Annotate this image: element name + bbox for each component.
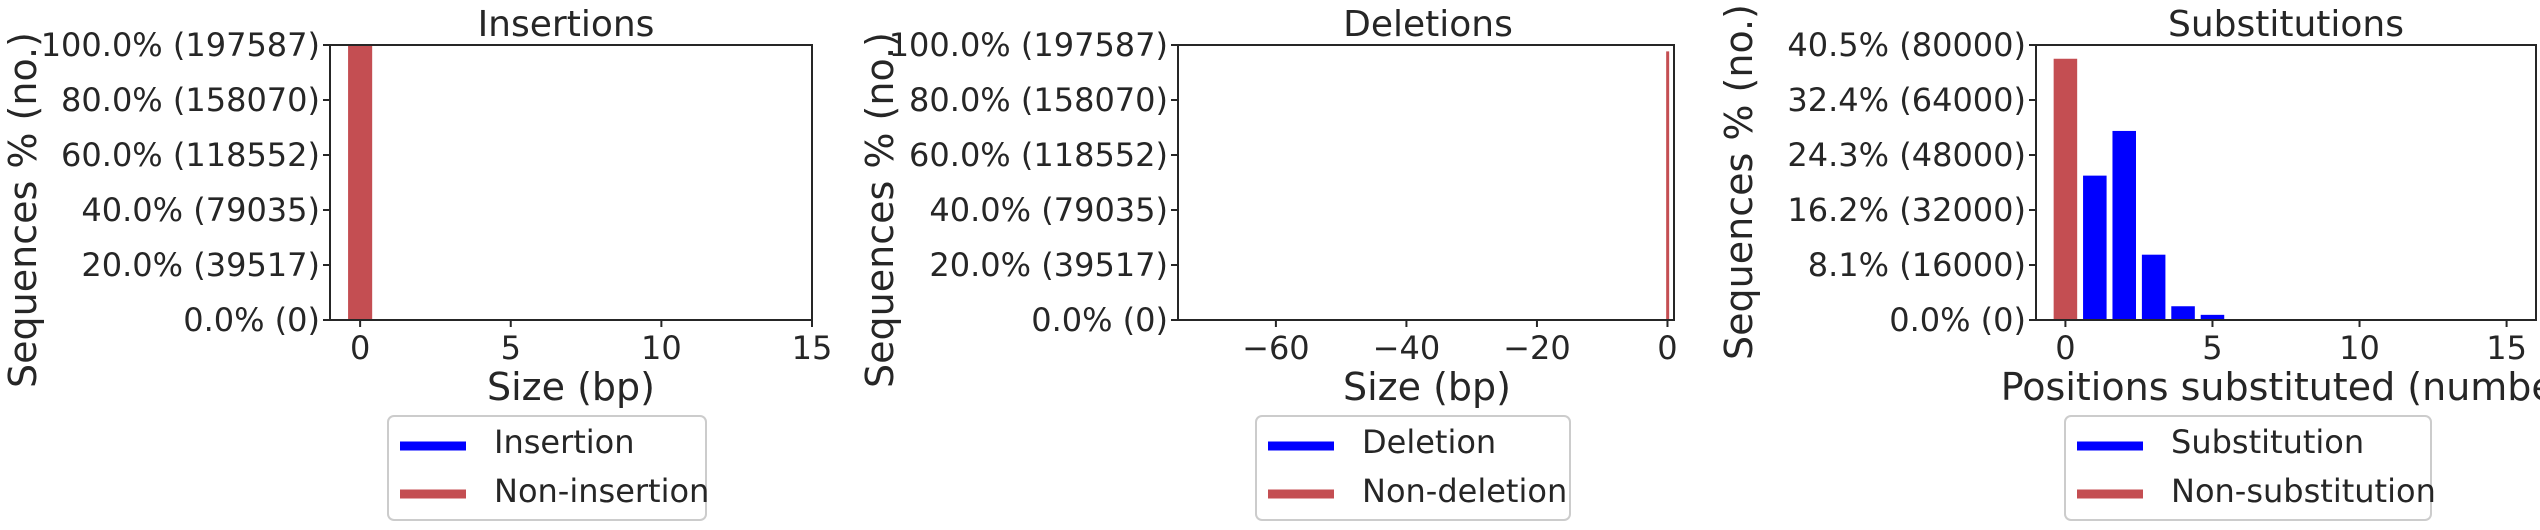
x-tick-label: 0: [1657, 329, 1677, 367]
x-ticks: 0 5 10 15: [2055, 320, 2527, 367]
legend-label: Substitution: [2171, 423, 2364, 461]
x-tick-label: 0: [350, 329, 370, 367]
bar: [2171, 306, 2195, 320]
legend-box: [1255, 415, 1571, 521]
x-axis-label: Size (bp): [1343, 365, 1511, 409]
y-ticks: 0.0% (0) 20.0% (39517) 40.0% (79035) 60.0% …: [41, 26, 330, 339]
y-axis-label: Sequences % (no.): [858, 32, 902, 388]
bar: [2112, 130, 2136, 320]
x-tick-label: 15: [2486, 329, 2527, 367]
legend-box: [387, 415, 707, 521]
y-tick-label: 40.0% (79035): [81, 191, 320, 229]
y-axis-label: Sequences % (no.): [1717, 4, 1761, 360]
y-tick-label: 8.1% (16000): [1808, 246, 2026, 284]
y-tick-label: 24.3% (48000): [1787, 136, 2026, 174]
x-tick-label: −40: [1373, 329, 1441, 367]
y-tick-label: 20.0% (39517): [929, 246, 1168, 284]
x-tick-label: 10: [2339, 329, 2380, 367]
y-tick-label: 0.0% (0): [183, 301, 320, 339]
y-tick-label: 100.0% (197587): [41, 26, 320, 64]
legend: Insertion Non-insertion: [387, 415, 709, 521]
bar-marks: [2053, 58, 2225, 320]
x-tick-label: −60: [1242, 329, 1310, 367]
legend-label: Insertion: [494, 423, 635, 461]
legend-label: Non-deletion: [1362, 472, 1567, 510]
y-tick-label: 0.0% (0): [1031, 301, 1168, 339]
legend: Substitution Non-substitution: [2064, 415, 2436, 521]
x-tick-label: 15: [792, 329, 833, 367]
legend-box: [2064, 415, 2432, 521]
y-tick-label: 80.0% (158070): [61, 81, 320, 119]
x-tick-label: −20: [1503, 329, 1571, 367]
x-axis-label: Size (bp): [487, 365, 655, 409]
x-ticks: 0 5 10 15: [350, 320, 832, 367]
legend: Deletion Non-deletion: [1255, 415, 1571, 521]
y-tick-label: 20.0% (39517): [81, 246, 320, 284]
x-tick-label: 5: [501, 329, 521, 367]
plot-frame: [2035, 44, 2537, 321]
bar-marks: [1666, 51, 1670, 320]
y-tick-label: 60.0% (118552): [61, 136, 320, 174]
y-tick-label: 40.0% (79035): [929, 191, 1168, 229]
substitutions-panel: Substitutions 0 5 10 15 0.0% (0) 8.1% (16000…: [1717, 4, 2540, 521]
x-axis-label: Positions substituted (number): [2001, 365, 2540, 409]
bar: [2083, 175, 2107, 320]
deletions-panel: Deletions −60 −40 −20 0 0.0% (0) 20.0% (3951…: [858, 4, 1678, 521]
bar: [2141, 254, 2166, 320]
legend-label: Deletion: [1362, 423, 1496, 461]
bar: [2053, 58, 2078, 320]
y-tick-label: 0.0% (0): [1889, 301, 2026, 339]
y-ticks: 0.0% (0) 8.1% (16000) 16.2% (32000) 24.3% (…: [1787, 26, 2036, 339]
plot-frame: [1177, 44, 1675, 321]
x-tick-label: 10: [641, 329, 682, 367]
chart-title: Deletions: [1343, 4, 1513, 45]
bar: [1666, 51, 1670, 320]
chart-title: Insertions: [478, 4, 655, 45]
bar-marks: [348, 45, 373, 320]
legend-label: Non-insertion: [494, 472, 709, 510]
bar: [2200, 314, 2225, 320]
y-ticks: 0.0% (0) 20.0% (39517) 40.0% (79035) 60.0% …: [889, 26, 1178, 339]
y-tick-label: 32.4% (64000): [1787, 81, 2026, 119]
x-tick-label: 5: [2202, 329, 2222, 367]
y-tick-label: 16.2% (32000): [1787, 191, 2026, 229]
x-ticks: −60 −40 −20 0: [1242, 320, 1678, 367]
legend-label: Non-substitution: [2171, 472, 2436, 510]
insertions-panel: Insertions 0 5 10 15 0.0% (0) 20.0% (39517) 4…: [1, 4, 832, 521]
x-tick-label: 0: [2055, 329, 2075, 367]
bar: [348, 45, 373, 320]
y-tick-label: 40.5% (80000): [1787, 26, 2026, 64]
plot-frame: [329, 44, 813, 321]
y-tick-label: 100.0% (197587): [889, 26, 1168, 64]
y-tick-label: 60.0% (118552): [909, 136, 1168, 174]
chart-title: Substitutions: [2168, 4, 2404, 45]
y-axis-label: Sequences % (no.): [1, 32, 45, 388]
y-tick-label: 80.0% (158070): [909, 81, 1168, 119]
